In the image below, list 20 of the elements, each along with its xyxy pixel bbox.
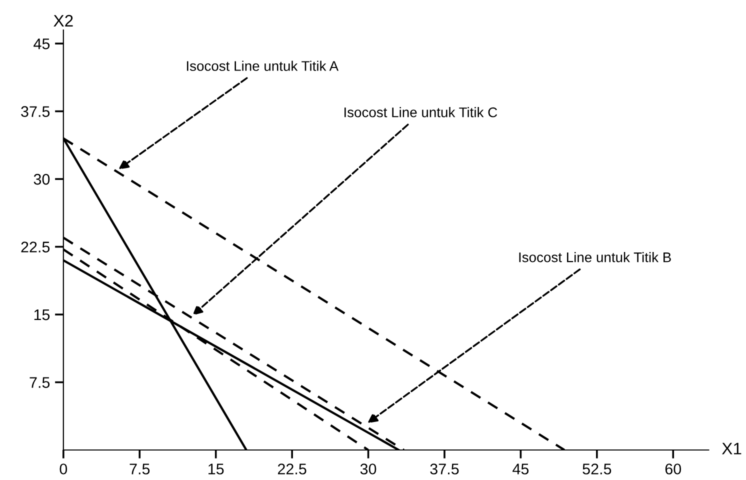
x-tick-label: 7.5 [130, 464, 150, 474]
y-tick-label: 30 [34, 174, 50, 185]
y-tick-label: 15 [34, 310, 50, 320]
y-axis-title: X2 [54, 14, 73, 27]
x-axis-title: X1 [722, 442, 742, 454]
x-tick-label: 30 [360, 464, 376, 474]
annotation: Isocost Line untuk Titik B [519, 252, 671, 262]
x-tick-label: 0 [60, 464, 68, 474]
x-tick-label: 52.5 [582, 464, 612, 474]
x-tick-label: 15 [208, 464, 224, 474]
y-tick-label: 37.5 [21, 106, 50, 117]
x-tick-label: 45 [512, 464, 529, 474]
y-tick-label: 22.5 [21, 242, 50, 252]
annotation: Isocost Line untuk Titik A [186, 60, 339, 71]
x-tick-label: 37.5 [430, 464, 459, 474]
x-tick-label: 60 [665, 464, 682, 474]
y-tick-label: 45 [34, 38, 50, 50]
annotation: Isocost Line untuk Titik C [344, 107, 498, 118]
y-tick-label: 7.5 [30, 377, 50, 388]
x-tick-label: 22.5 [278, 464, 306, 474]
